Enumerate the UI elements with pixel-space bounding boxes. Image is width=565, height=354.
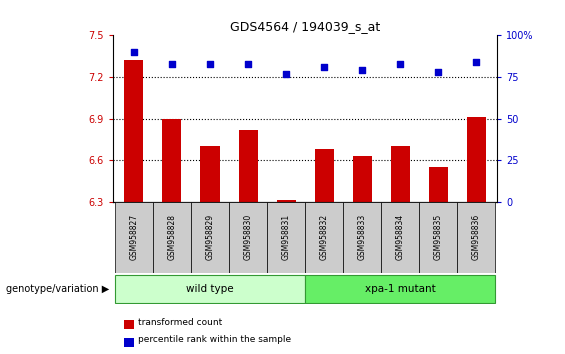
Bar — [115, 202, 153, 273]
Text: xpa-1 mutant: xpa-1 mutant — [365, 284, 436, 293]
Bar — [315, 149, 333, 202]
Title: GDS4564 / 194039_s_at: GDS4564 / 194039_s_at — [230, 20, 380, 33]
Text: wild type: wild type — [186, 284, 234, 293]
Point — [358, 68, 367, 73]
Point — [434, 69, 443, 75]
Text: GSM958827: GSM958827 — [129, 214, 138, 260]
Text: genotype/variation ▶: genotype/variation ▶ — [6, 284, 109, 293]
Bar — [343, 202, 381, 273]
Point — [167, 61, 176, 67]
Bar — [467, 117, 486, 202]
Text: GSM958834: GSM958834 — [396, 214, 405, 260]
Bar — [353, 156, 372, 202]
Point — [320, 64, 329, 70]
Text: GSM958830: GSM958830 — [244, 214, 253, 260]
Bar — [429, 167, 447, 202]
Text: GSM958829: GSM958829 — [206, 214, 215, 260]
Bar — [115, 275, 305, 303]
Text: GSM958835: GSM958835 — [434, 214, 443, 260]
Point — [396, 61, 405, 67]
Bar — [229, 202, 267, 273]
Bar — [390, 146, 410, 202]
Text: GSM958836: GSM958836 — [472, 214, 481, 260]
Text: percentile rank within the sample: percentile rank within the sample — [138, 335, 292, 344]
Point — [206, 61, 215, 67]
Bar — [124, 60, 144, 202]
Bar — [457, 202, 496, 273]
Point — [244, 61, 253, 67]
Bar — [305, 275, 496, 303]
Point — [472, 59, 481, 65]
Text: transformed count: transformed count — [138, 318, 223, 327]
Bar — [238, 130, 258, 202]
Text: GSM958828: GSM958828 — [167, 214, 176, 260]
Bar — [191, 202, 229, 273]
Bar — [163, 119, 181, 202]
Text: GSM958833: GSM958833 — [358, 214, 367, 260]
Bar — [305, 202, 343, 273]
Point — [129, 49, 138, 55]
Bar — [201, 146, 220, 202]
Text: GSM958831: GSM958831 — [281, 214, 290, 260]
Bar — [381, 202, 419, 273]
Point — [281, 71, 290, 76]
Bar — [277, 200, 295, 202]
Text: GSM958832: GSM958832 — [320, 214, 329, 260]
Bar — [153, 202, 191, 273]
Bar — [267, 202, 305, 273]
Bar — [419, 202, 457, 273]
